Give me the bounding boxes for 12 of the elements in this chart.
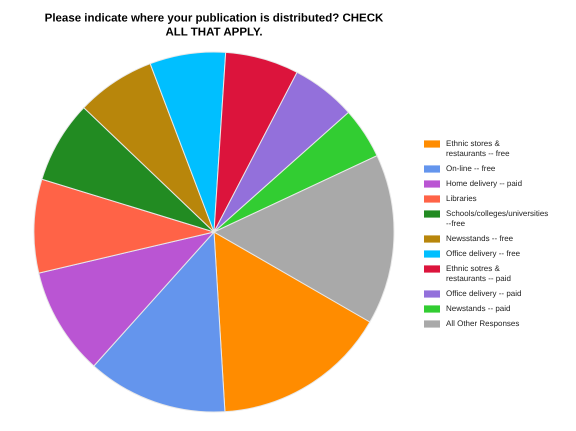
legend-label: Ethnic stores & restaurants -- free xyxy=(446,139,510,158)
legend-label: Schools/colleges/universities --free xyxy=(446,209,548,228)
legend-label: All Other Responses xyxy=(446,319,520,328)
legend-label: Home delivery -- paid xyxy=(446,179,522,188)
chart-title: Please indicate where your publication is distributed? CHECK ALL THAT APPLY. xyxy=(44,12,384,38)
legend-label: Office delivery -- free xyxy=(446,249,521,258)
legend-label: Libraries xyxy=(446,194,477,203)
legend-label: Newsstands -- free xyxy=(446,234,514,243)
legend-label: Ethnic sotres & restaurants -- paid xyxy=(446,264,511,283)
legend-label: On-line -- free xyxy=(446,164,496,173)
legend-label: Office delivery -- paid xyxy=(446,289,522,298)
legend-label: Newstands -- paid xyxy=(446,304,510,313)
